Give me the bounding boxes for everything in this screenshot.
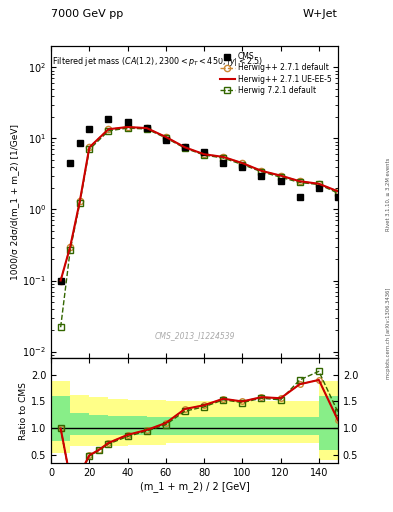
Herwig++ 2.7.1 UE-EE-5 bbox=[106, 126, 111, 132]
Legend: CMS, Herwig++ 2.7.1 default, Herwig++ 2.7.1 UE-EE-5, Herwig 7.2.1 default: CMS, Herwig++ 2.7.1 default, Herwig++ 2.… bbox=[217, 50, 334, 97]
Herwig++ 2.7.1 UE-EE-5 bbox=[77, 198, 82, 204]
Herwig 7.2.1 default bbox=[221, 155, 226, 161]
Herwig++ 2.7.1 default bbox=[106, 126, 111, 132]
Herwig++ 2.7.1 UE-EE-5 bbox=[336, 188, 340, 195]
Herwig++ 2.7.1 default bbox=[87, 144, 92, 151]
Herwig++ 2.7.1 UE-EE-5 bbox=[125, 124, 130, 130]
Text: Filtered jet mass $(CA(1.2), 2300<p_T<450, |y|<2.5)$: Filtered jet mass $(CA(1.2), 2300<p_T<45… bbox=[51, 55, 263, 69]
Herwig++ 2.7.1 default bbox=[316, 181, 321, 187]
Herwig++ 2.7.1 UE-EE-5 bbox=[202, 151, 206, 157]
Herwig 7.2.1 default bbox=[336, 190, 340, 196]
CMS bbox=[183, 144, 187, 151]
CMS bbox=[202, 148, 206, 155]
X-axis label: (m_1 + m_2) / 2 [GeV]: (m_1 + m_2) / 2 [GeV] bbox=[140, 481, 250, 492]
Herwig 7.2.1 default bbox=[163, 135, 168, 141]
Herwig++ 2.7.1 UE-EE-5 bbox=[144, 125, 149, 131]
Herwig++ 2.7.1 UE-EE-5 bbox=[240, 160, 245, 166]
Herwig++ 2.7.1 UE-EE-5 bbox=[278, 173, 283, 179]
Herwig++ 2.7.1 UE-EE-5 bbox=[163, 134, 168, 140]
Herwig 7.2.1 default bbox=[106, 128, 111, 134]
Herwig++ 2.7.1 default bbox=[202, 151, 206, 157]
Herwig 7.2.1 default bbox=[202, 152, 206, 158]
CMS bbox=[125, 119, 130, 125]
Herwig 7.2.1 default bbox=[68, 247, 73, 253]
Herwig 7.2.1 default bbox=[77, 200, 82, 206]
Herwig++ 2.7.1 UE-EE-5 bbox=[298, 178, 302, 184]
CMS bbox=[163, 137, 168, 143]
CMS bbox=[298, 194, 302, 200]
Herwig 7.2.1 default bbox=[144, 126, 149, 132]
Y-axis label: Ratio to CMS: Ratio to CMS bbox=[19, 382, 28, 440]
Herwig 7.2.1 default bbox=[240, 161, 245, 167]
Herwig++ 2.7.1 default bbox=[144, 125, 149, 131]
Herwig++ 2.7.1 default bbox=[183, 144, 187, 151]
CMS bbox=[336, 194, 340, 200]
Herwig++ 2.7.1 default bbox=[58, 278, 63, 284]
Herwig++ 2.7.1 default bbox=[298, 178, 302, 184]
Herwig++ 2.7.1 UE-EE-5 bbox=[68, 244, 73, 250]
Herwig++ 2.7.1 default bbox=[221, 154, 226, 160]
CMS bbox=[87, 126, 92, 132]
Herwig 7.2.1 default bbox=[125, 125, 130, 131]
Herwig 7.2.1 default bbox=[278, 174, 283, 180]
CMS bbox=[278, 178, 283, 184]
Line: Herwig 7.2.1 default: Herwig 7.2.1 default bbox=[57, 125, 341, 330]
CMS bbox=[106, 116, 111, 122]
CMS bbox=[58, 278, 63, 284]
Herwig++ 2.7.1 default bbox=[259, 168, 264, 174]
Text: 7000 GeV pp: 7000 GeV pp bbox=[51, 9, 123, 19]
Herwig++ 2.7.1 UE-EE-5 bbox=[221, 154, 226, 160]
Herwig 7.2.1 default bbox=[58, 324, 63, 330]
CMS bbox=[77, 140, 82, 146]
Herwig++ 2.7.1 UE-EE-5 bbox=[316, 181, 321, 187]
Herwig 7.2.1 default bbox=[259, 168, 264, 175]
Text: Rivet 3.1.10, ≥ 3.2M events: Rivet 3.1.10, ≥ 3.2M events bbox=[386, 158, 391, 231]
CMS bbox=[144, 125, 149, 131]
Y-axis label: 1000/σ 2dσ/d(m_1 + m_2) [1/GeV]: 1000/σ 2dσ/d(m_1 + m_2) [1/GeV] bbox=[11, 124, 20, 280]
Herwig++ 2.7.1 default bbox=[336, 188, 340, 195]
Herwig++ 2.7.1 default bbox=[125, 124, 130, 130]
CMS bbox=[221, 160, 226, 166]
Herwig++ 2.7.1 UE-EE-5 bbox=[183, 144, 187, 151]
Line: Herwig++ 2.7.1 default: Herwig++ 2.7.1 default bbox=[57, 124, 341, 284]
Herwig 7.2.1 default bbox=[183, 145, 187, 151]
Herwig++ 2.7.1 UE-EE-5 bbox=[58, 278, 63, 284]
CMS bbox=[240, 164, 245, 170]
Line: CMS: CMS bbox=[57, 116, 341, 284]
CMS bbox=[316, 185, 321, 191]
Herwig 7.2.1 default bbox=[298, 179, 302, 185]
Herwig++ 2.7.1 default bbox=[77, 198, 82, 204]
Herwig 7.2.1 default bbox=[316, 181, 321, 187]
Text: CMS_2013_I1224539: CMS_2013_I1224539 bbox=[154, 331, 235, 339]
Herwig++ 2.7.1 default bbox=[240, 160, 245, 166]
Herwig 7.2.1 default bbox=[87, 146, 92, 153]
Line: Herwig++ 2.7.1 UE-EE-5: Herwig++ 2.7.1 UE-EE-5 bbox=[61, 127, 338, 281]
CMS bbox=[68, 160, 73, 166]
Herwig++ 2.7.1 default bbox=[278, 173, 283, 179]
Herwig++ 2.7.1 default bbox=[163, 134, 168, 140]
Herwig++ 2.7.1 UE-EE-5 bbox=[259, 168, 264, 174]
Herwig++ 2.7.1 UE-EE-5 bbox=[87, 144, 92, 151]
Text: mcplots.cern.ch [arXiv:1306.3436]: mcplots.cern.ch [arXiv:1306.3436] bbox=[386, 287, 391, 378]
CMS bbox=[259, 173, 264, 179]
Text: W+Jet: W+Jet bbox=[303, 9, 338, 19]
Herwig++ 2.7.1 default bbox=[68, 244, 73, 250]
